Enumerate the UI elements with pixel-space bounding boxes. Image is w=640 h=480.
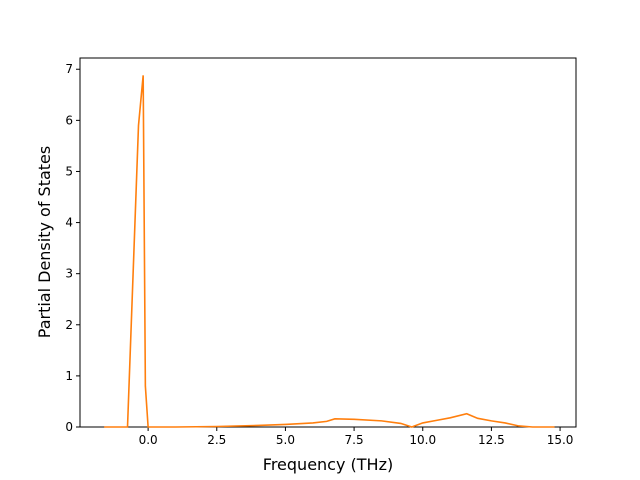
y-tick-label: 7 xyxy=(65,62,73,76)
x-tick-label: 0.0 xyxy=(139,433,158,447)
x-tick-label: 15.0 xyxy=(547,433,574,447)
x-tick-label: 2.5 xyxy=(207,433,226,447)
y-tick-label: 4 xyxy=(65,216,73,230)
y-tick-label: 5 xyxy=(65,164,73,178)
y-tick-label: 6 xyxy=(65,113,73,127)
x-tick-label: 12.5 xyxy=(478,433,505,447)
y-tick-label: 3 xyxy=(65,267,73,281)
data-line xyxy=(104,75,555,428)
x-tick-label: 5.0 xyxy=(276,433,295,447)
y-tick-label: 0 xyxy=(65,420,73,434)
y-tick-label: 2 xyxy=(65,318,73,332)
y-axis-label: Partial Density of States xyxy=(35,146,54,338)
x-axis-label: Frequency (THz) xyxy=(263,455,393,474)
x-tick-label: 7.5 xyxy=(345,433,364,447)
x-tick-label: 10.0 xyxy=(409,433,436,447)
y-tick-label: 1 xyxy=(65,369,73,383)
plot-frame xyxy=(79,57,577,428)
